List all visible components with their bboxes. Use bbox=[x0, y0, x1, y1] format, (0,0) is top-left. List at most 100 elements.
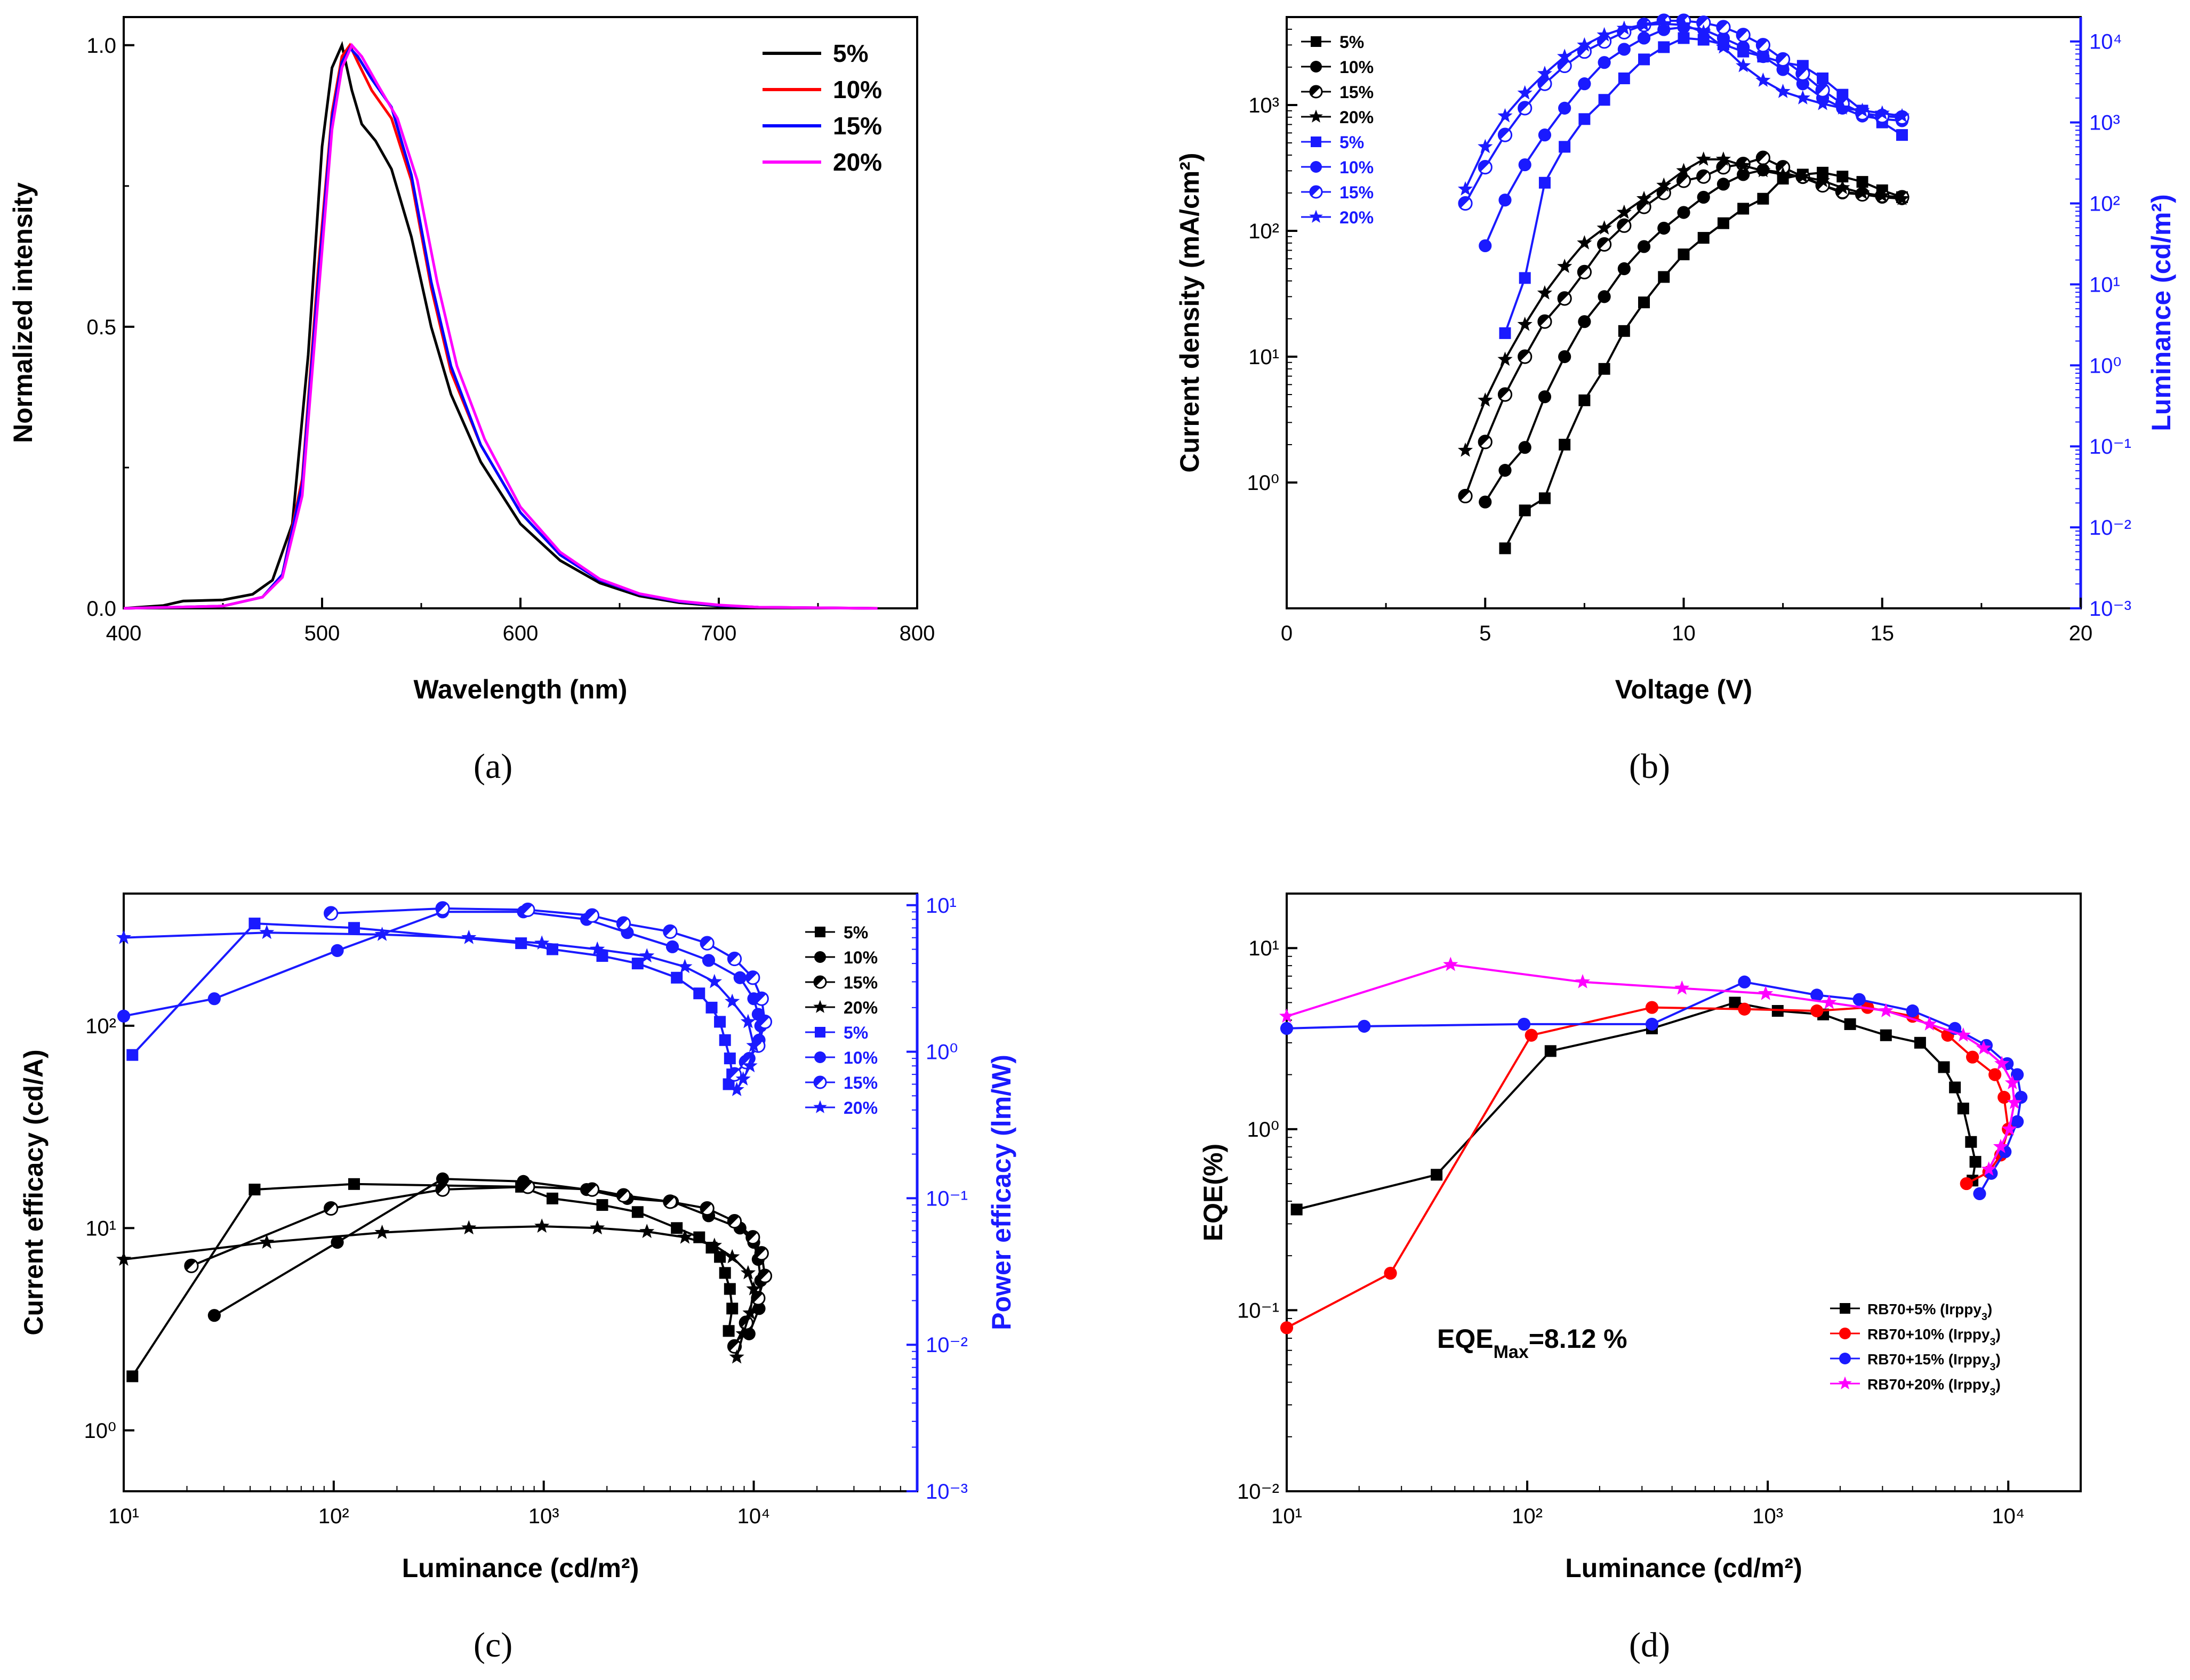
chart-c: 10¹ 10² 10³ 10⁴ 10⁰ 10¹ 10² 10⁻³ 10⁻² 10⁻¹ 10⁰ 10¹ L… bbox=[19, 893, 1016, 1583]
data-point bbox=[1538, 390, 1552, 404]
data-point bbox=[1696, 15, 1711, 30]
data-point bbox=[663, 1194, 678, 1209]
data-point bbox=[324, 1201, 339, 1216]
chart-a: 400 500 600 700 800 0.0 0.5 1.0 Wavelength (nm) N… bbox=[8, 16, 935, 704]
x-tick-label: 10² bbox=[318, 1505, 349, 1528]
y2-tick-label: 10¹ bbox=[926, 894, 957, 918]
data-point bbox=[1856, 176, 1868, 188]
series-20%-y2 bbox=[1457, 15, 1910, 196]
data-point bbox=[435, 901, 450, 916]
data-point bbox=[259, 1234, 275, 1249]
data-point bbox=[1478, 435, 1493, 449]
data-point bbox=[1697, 232, 1710, 244]
data-point bbox=[1696, 169, 1711, 184]
series-20%-y bbox=[116, 1218, 761, 1364]
data-point bbox=[1938, 1061, 1950, 1073]
series-line-5% bbox=[123, 41, 878, 610]
data-point bbox=[671, 1222, 683, 1234]
panel-label-d: (d) bbox=[1629, 1626, 1670, 1665]
data-point bbox=[1518, 441, 1531, 454]
data-point bbox=[719, 1034, 731, 1046]
data-point bbox=[534, 1218, 550, 1233]
data-point bbox=[590, 1220, 605, 1235]
y2-tick-label: 10¹ bbox=[2089, 273, 2120, 296]
series-line-10% bbox=[123, 42, 878, 610]
legend-marker bbox=[1309, 109, 1323, 123]
data-point bbox=[1499, 327, 1511, 339]
data-point bbox=[1497, 127, 1513, 142]
data-point bbox=[1279, 1008, 1295, 1023]
data-point bbox=[126, 1049, 139, 1061]
data-point bbox=[1478, 159, 1493, 175]
legend-label: 10% bbox=[833, 76, 882, 103]
legend-label: 20% bbox=[844, 1098, 878, 1118]
legend-marker bbox=[1839, 1328, 1851, 1339]
data-point bbox=[1497, 387, 1513, 402]
data-point bbox=[1998, 1090, 2011, 1104]
y2-tick-label: 10⁻¹ bbox=[2089, 435, 2131, 459]
y-tick-label: 10¹ bbox=[85, 1217, 116, 1240]
data-point bbox=[1578, 315, 1591, 328]
data-point bbox=[726, 1303, 739, 1315]
data-point bbox=[184, 1258, 199, 1273]
series-line bbox=[131, 922, 734, 1085]
series-RB70+15% (Irppy₃) bbox=[1280, 975, 2028, 1200]
data-point bbox=[116, 929, 132, 944]
data-point bbox=[1677, 206, 1690, 219]
data-point bbox=[2007, 1095, 2022, 1110]
data-point bbox=[639, 948, 655, 963]
y-tick-label: 10⁻² bbox=[1237, 1480, 1279, 1504]
data-point bbox=[1525, 1028, 1538, 1042]
data-point bbox=[616, 1188, 631, 1203]
data-point bbox=[677, 959, 693, 974]
legend-label: RB70+15% (Irppy3) bbox=[1867, 1351, 2001, 1373]
data-point bbox=[1795, 90, 1810, 105]
legend-label: 15% bbox=[844, 973, 878, 992]
data-point bbox=[1519, 504, 1531, 517]
data-point bbox=[1617, 262, 1631, 276]
data-point bbox=[1914, 1036, 1926, 1049]
data-point bbox=[1981, 1161, 1996, 1176]
y2-tick-label: 10² bbox=[2089, 192, 2120, 216]
data-point bbox=[126, 1370, 139, 1382]
x-tick-label: 5 bbox=[1479, 622, 1491, 645]
data-point bbox=[1518, 158, 1531, 172]
data-point bbox=[1994, 1056, 2010, 1070]
data-point bbox=[1280, 1321, 1294, 1335]
data-point bbox=[1636, 190, 1652, 205]
legend-marker bbox=[815, 927, 825, 937]
data-point bbox=[1775, 166, 1791, 181]
data-point bbox=[584, 1182, 600, 1197]
data-point bbox=[677, 1229, 693, 1244]
data-point bbox=[1738, 1002, 1751, 1016]
data-point bbox=[1836, 171, 1849, 183]
data-point bbox=[1822, 994, 1837, 1009]
data-point bbox=[461, 929, 477, 944]
data-point bbox=[639, 1224, 655, 1239]
data-point bbox=[1716, 178, 1730, 191]
legend-marker bbox=[1310, 161, 1322, 173]
data-point bbox=[714, 1016, 726, 1028]
data-point bbox=[1755, 150, 1770, 165]
data-point bbox=[725, 1249, 740, 1264]
x-tick-label: 15 bbox=[1871, 622, 1895, 645]
data-point bbox=[1736, 28, 1751, 43]
data-point bbox=[1538, 176, 1551, 189]
data-point bbox=[1657, 221, 1671, 235]
legend-label: 20% bbox=[1339, 108, 1374, 127]
x-tick-label: 10 bbox=[1672, 622, 1696, 645]
data-point bbox=[1955, 1027, 1971, 1042]
eqe-max-annotation: EQEMax=8.12 % bbox=[1437, 1324, 1627, 1362]
y2-tick-label: 10⁰ bbox=[2089, 354, 2122, 377]
data-point bbox=[1993, 1138, 2009, 1153]
y-tick-label: 10⁻¹ bbox=[1237, 1299, 1279, 1322]
data-point bbox=[1775, 84, 1791, 98]
data-point bbox=[1558, 350, 1571, 364]
data-point bbox=[1479, 495, 1492, 509]
data-point bbox=[1817, 72, 1829, 84]
data-point bbox=[707, 1237, 722, 1252]
data-point bbox=[754, 1246, 769, 1261]
data-point bbox=[1957, 1103, 1969, 1115]
data-point bbox=[745, 1230, 760, 1245]
data-point bbox=[1737, 41, 1750, 54]
